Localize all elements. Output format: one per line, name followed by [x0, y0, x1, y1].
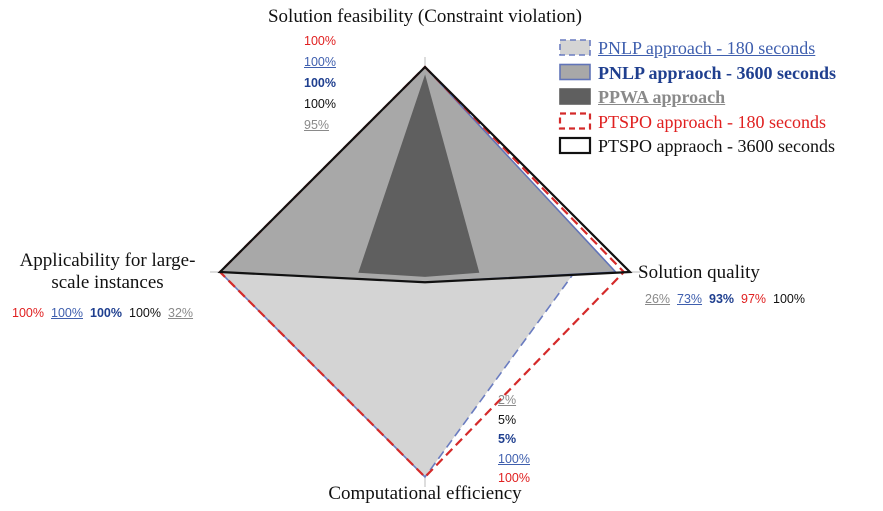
legend-swatch — [559, 88, 591, 105]
axis-label: Computational efficiency — [328, 483, 522, 504]
legend-swatch — [558, 136, 592, 155]
axis-label: Solution feasibility (Constraint violati… — [267, 6, 582, 27]
legend-label: PPWA approach — [598, 87, 726, 107]
value-label: 95% — [304, 118, 330, 132]
legend-label: PTSPO appraoch - 3600 seconds — [598, 136, 835, 156]
series-area — [217, 65, 633, 284]
value-label: 5% — [498, 412, 517, 427]
value-label: 93% — [709, 292, 735, 306]
value-label: 2% — [498, 393, 517, 407]
value-label: 100% — [90, 306, 122, 320]
value-label: 5% — [498, 432, 517, 446]
value-label: 100% — [12, 306, 44, 320]
legend-label: PNLP appraoch - 3600 seconds — [598, 62, 837, 83]
value-label: 97% — [741, 292, 767, 306]
value-label: 100% — [304, 97, 336, 111]
axis-label: Solution quality — [638, 262, 760, 283]
legend-swatch — [559, 63, 591, 81]
value-label: 26% — [645, 292, 671, 306]
series-area — [358, 74, 480, 277]
value-label: 73% — [677, 292, 703, 306]
value-label: 100% — [773, 292, 805, 306]
value-label: 100% — [51, 306, 83, 320]
legend-label: PTSPO approach - 180 seconds — [598, 111, 826, 132]
legend-swatch — [558, 112, 592, 130]
legend-swatch — [559, 39, 591, 56]
axis-label: Applicability for large-scale instances — [19, 250, 196, 293]
value-label: 100% — [304, 55, 336, 69]
value-label: 100% — [498, 471, 530, 485]
value-label: 100% — [304, 76, 336, 90]
value-label: 100% — [129, 306, 161, 320]
value-label: 32% — [168, 306, 194, 320]
value-label: 100% — [304, 34, 336, 48]
value-label: 100% — [498, 451, 530, 466]
legend-label: PNLP approach - 180 seconds — [598, 38, 816, 58]
